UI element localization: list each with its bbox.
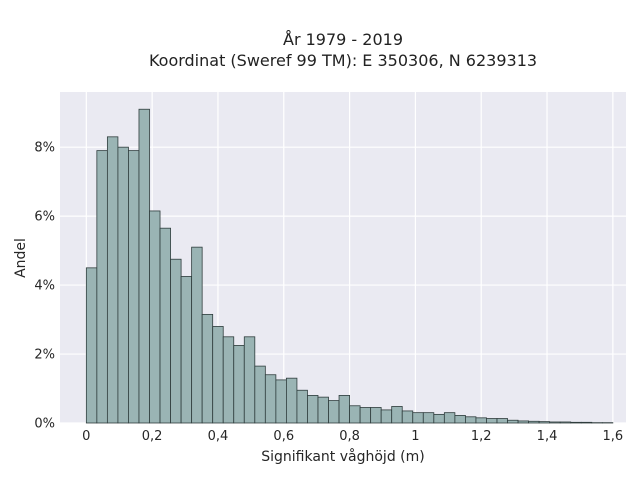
x-tick-label: 1,4 bbox=[537, 429, 558, 444]
histogram-bar bbox=[317, 396, 329, 424]
histogram-bar bbox=[380, 409, 393, 424]
histogram-bar bbox=[349, 405, 361, 424]
histogram-bar bbox=[528, 420, 540, 424]
histogram-bar bbox=[180, 276, 193, 424]
histogram-bar bbox=[486, 418, 498, 424]
y-tick-label: 0% bbox=[34, 417, 55, 432]
histogram-bar bbox=[233, 345, 245, 424]
histogram-bars bbox=[85, 108, 614, 424]
y-tick-label: 2% bbox=[34, 348, 55, 363]
histogram-bar bbox=[517, 420, 529, 424]
histogram-bar bbox=[412, 412, 424, 424]
histogram-bar bbox=[307, 395, 319, 424]
histogram-bar bbox=[580, 421, 593, 424]
histogram-bar bbox=[559, 421, 572, 424]
histogram-bar bbox=[149, 210, 161, 424]
histogram-bar bbox=[85, 267, 98, 424]
histogram-bar bbox=[222, 336, 235, 424]
y-tick-label: 6% bbox=[34, 210, 55, 225]
histogram-bar bbox=[465, 416, 477, 424]
histogram-bar bbox=[285, 377, 298, 424]
histogram-bar bbox=[128, 150, 140, 424]
x-tick-label: 1,2 bbox=[471, 429, 492, 444]
histogram-bar bbox=[454, 415, 466, 424]
histogram-bar bbox=[328, 400, 340, 424]
histogram-bar bbox=[170, 258, 182, 424]
histogram-bar bbox=[117, 146, 129, 424]
histogram-bar bbox=[443, 412, 456, 424]
x-axis-label: Signifikant våghöjd (m) bbox=[261, 448, 424, 465]
histogram-bar bbox=[243, 336, 256, 424]
histogram-bar bbox=[338, 395, 350, 424]
y-axis-label: Andel bbox=[13, 238, 29, 278]
histogram-bar bbox=[159, 227, 171, 424]
y-tick-label: 8% bbox=[34, 141, 55, 156]
y-tick-label: 4% bbox=[34, 279, 55, 294]
histogram-bar bbox=[106, 136, 119, 424]
histogram-bar bbox=[212, 326, 224, 424]
x-tick-label: 0 bbox=[82, 429, 90, 444]
histogram-bar bbox=[570, 421, 582, 424]
chart-subtitle: Koordinat (Sweref 99 TM): E 350306, N 62… bbox=[149, 51, 537, 70]
histogram-bar bbox=[391, 406, 403, 424]
histogram-bar bbox=[191, 246, 203, 424]
histogram-bar bbox=[264, 374, 277, 424]
histogram-bar bbox=[201, 313, 214, 424]
x-tick-label: 0,6 bbox=[273, 429, 294, 444]
histogram-bar bbox=[254, 365, 266, 424]
histogram-bar bbox=[496, 418, 508, 424]
histogram-bar bbox=[401, 410, 414, 424]
histogram-bar bbox=[359, 407, 372, 424]
histogram-bar bbox=[275, 379, 287, 424]
histogram-bar bbox=[475, 417, 487, 424]
x-tick-label: 1,6 bbox=[602, 429, 623, 444]
x-tick-label: 1 bbox=[411, 429, 419, 444]
y-axis-ticks: 0% 2% 4% 6% 8% bbox=[34, 141, 55, 432]
chart-title: År 1979 - 2019 bbox=[283, 30, 403, 49]
histogram-bar bbox=[433, 413, 445, 424]
x-tick-label: 0,2 bbox=[142, 429, 163, 444]
histogram-bar bbox=[538, 421, 551, 424]
histogram-bar bbox=[96, 150, 108, 424]
x-tick-label: 0,4 bbox=[208, 429, 229, 444]
histogram-bar bbox=[507, 419, 519, 424]
histogram-bar bbox=[549, 421, 561, 424]
x-tick-label: 0,8 bbox=[339, 429, 360, 444]
histogram-bar bbox=[296, 389, 308, 424]
histogram-bar bbox=[370, 407, 382, 424]
x-axis-ticks: 0 0,2 0,4 0,6 0,8 1 1,2 1,4 1,6 bbox=[82, 429, 623, 444]
histogram-bar bbox=[422, 412, 435, 424]
histogram-bar bbox=[138, 108, 150, 424]
